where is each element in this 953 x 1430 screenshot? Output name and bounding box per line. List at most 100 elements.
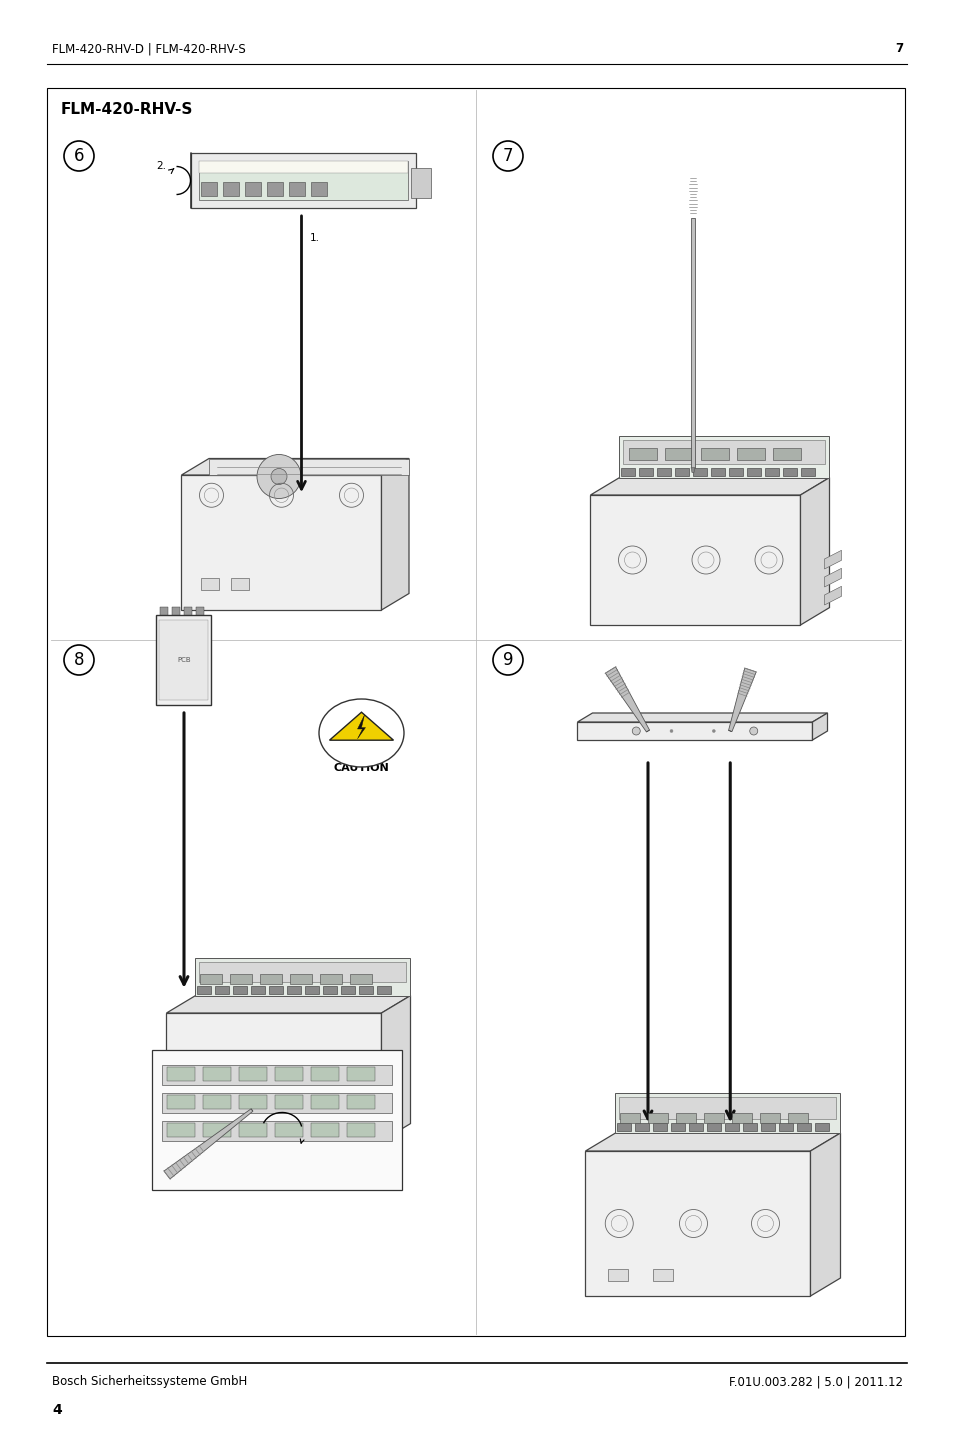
Polygon shape: [260, 974, 282, 984]
Polygon shape: [377, 985, 391, 994]
Polygon shape: [167, 1095, 194, 1110]
Bar: [152, 1050, 401, 1190]
Polygon shape: [223, 182, 239, 196]
Polygon shape: [629, 448, 657, 459]
Polygon shape: [724, 1123, 739, 1131]
Polygon shape: [359, 985, 374, 994]
Polygon shape: [195, 958, 410, 995]
Polygon shape: [289, 182, 305, 196]
Circle shape: [749, 726, 757, 735]
Polygon shape: [215, 985, 230, 994]
Polygon shape: [181, 475, 381, 611]
Text: 1.: 1.: [309, 233, 319, 243]
Text: 4: 4: [52, 1403, 62, 1417]
Polygon shape: [159, 621, 209, 701]
Polygon shape: [810, 1133, 840, 1296]
Text: 6: 6: [73, 147, 84, 164]
Polygon shape: [199, 162, 408, 173]
Polygon shape: [239, 1095, 267, 1110]
Polygon shape: [199, 162, 408, 200]
Polygon shape: [162, 1065, 392, 1085]
Polygon shape: [192, 153, 416, 207]
Polygon shape: [311, 1067, 338, 1081]
Polygon shape: [671, 1123, 685, 1131]
Polygon shape: [773, 448, 801, 459]
Polygon shape: [618, 1097, 836, 1120]
Polygon shape: [577, 714, 826, 722]
Polygon shape: [196, 606, 204, 615]
Polygon shape: [590, 478, 828, 495]
Polygon shape: [347, 1123, 375, 1137]
Polygon shape: [590, 495, 800, 625]
Polygon shape: [167, 1067, 194, 1081]
Polygon shape: [657, 468, 671, 476]
Polygon shape: [675, 468, 689, 476]
Polygon shape: [615, 1093, 840, 1133]
Text: Bosch Sicherheitssysteme GmbH: Bosch Sicherheitssysteme GmbH: [52, 1376, 247, 1389]
Polygon shape: [291, 974, 313, 984]
Polygon shape: [347, 1067, 375, 1081]
Text: 9: 9: [502, 651, 513, 669]
Polygon shape: [707, 1123, 720, 1131]
Polygon shape: [239, 1123, 267, 1137]
Polygon shape: [381, 995, 410, 1141]
Polygon shape: [646, 731, 649, 732]
Circle shape: [271, 469, 287, 485]
Polygon shape: [357, 715, 365, 739]
Polygon shape: [203, 1123, 231, 1137]
Polygon shape: [823, 551, 841, 569]
Text: FLM-420-RHV-D | FLM-420-RHV-S: FLM-420-RHV-D | FLM-420-RHV-S: [52, 41, 246, 54]
Polygon shape: [162, 1093, 392, 1113]
Polygon shape: [203, 1095, 231, 1110]
Polygon shape: [823, 586, 841, 605]
Polygon shape: [311, 1123, 338, 1137]
Polygon shape: [160, 606, 169, 615]
Polygon shape: [788, 1113, 807, 1123]
Circle shape: [669, 729, 672, 732]
Text: 7: 7: [894, 41, 902, 54]
Polygon shape: [162, 1121, 392, 1141]
Polygon shape: [665, 448, 693, 459]
Text: FLM-420-RHV-S: FLM-420-RHV-S: [61, 102, 193, 117]
Polygon shape: [760, 1113, 780, 1123]
Polygon shape: [732, 1113, 752, 1123]
Polygon shape: [411, 167, 431, 197]
Polygon shape: [269, 985, 283, 994]
Polygon shape: [703, 1113, 723, 1123]
Polygon shape: [311, 1095, 338, 1110]
Polygon shape: [782, 468, 797, 476]
Polygon shape: [652, 1268, 672, 1281]
Polygon shape: [312, 182, 327, 196]
Polygon shape: [711, 468, 724, 476]
Polygon shape: [287, 985, 301, 994]
Polygon shape: [197, 985, 212, 994]
Polygon shape: [203, 1067, 231, 1081]
Polygon shape: [172, 606, 180, 615]
Polygon shape: [323, 985, 337, 994]
Polygon shape: [801, 468, 815, 476]
Polygon shape: [381, 459, 409, 611]
Polygon shape: [167, 1123, 194, 1137]
Polygon shape: [320, 974, 342, 984]
Polygon shape: [156, 615, 212, 705]
Polygon shape: [181, 459, 409, 475]
Polygon shape: [200, 974, 222, 984]
Polygon shape: [648, 1113, 668, 1123]
Polygon shape: [815, 1123, 828, 1131]
Polygon shape: [251, 1108, 253, 1111]
Polygon shape: [617, 1123, 631, 1131]
Polygon shape: [274, 1123, 303, 1137]
Polygon shape: [347, 1095, 375, 1110]
Polygon shape: [305, 985, 319, 994]
Text: 2.: 2.: [156, 160, 167, 170]
Polygon shape: [252, 985, 265, 994]
Polygon shape: [635, 1123, 649, 1131]
Polygon shape: [690, 217, 695, 468]
Polygon shape: [274, 1067, 303, 1081]
Text: CAUTION: CAUTION: [334, 764, 389, 774]
Polygon shape: [585, 1151, 810, 1296]
Polygon shape: [653, 1123, 667, 1131]
Polygon shape: [618, 436, 828, 478]
Polygon shape: [779, 1123, 793, 1131]
Polygon shape: [747, 468, 760, 476]
